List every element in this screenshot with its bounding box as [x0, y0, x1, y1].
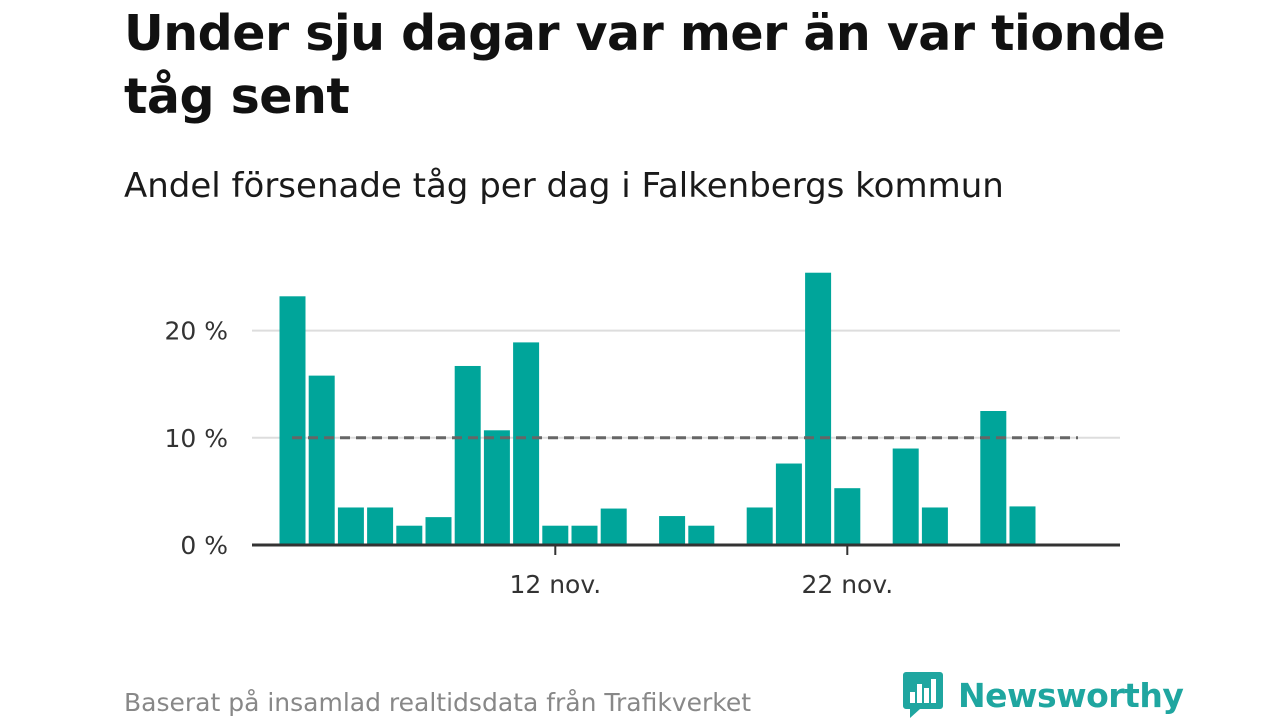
bar-2023-11-03 [279, 296, 306, 545]
newsworthy-logo-icon [903, 672, 943, 718]
bars [279, 272, 1036, 545]
bar-2023-11-07 [396, 525, 423, 545]
bar-2023-11-16 [659, 516, 686, 545]
x-tick-label-2023-11-22: 22 nov. [801, 570, 893, 599]
source-note: Baserat på insamlad realtidsdata från Tr… [124, 688, 752, 717]
bar-2023-11-05 [337, 507, 364, 545]
y-tick-label-10: 10 % [164, 424, 228, 453]
bar-2023-11-22 [834, 488, 861, 545]
bar-2023-11-28 [1009, 506, 1036, 545]
bar-2023-11-17 [688, 525, 715, 545]
bar-2023-11-06 [367, 507, 394, 545]
bar-2023-11-27 [980, 411, 1007, 545]
bar-2023-11-09 [454, 365, 481, 545]
brand-name: Newsworthy [958, 675, 1184, 715]
bar-2023-11-24 [892, 448, 919, 545]
bar-2023-11-12 [542, 525, 569, 545]
bar-chart: 0 % 10 % 20 % 12 nov. 22 nov. [164, 272, 1120, 599]
bar-2023-11-25 [921, 507, 948, 545]
bar-2023-11-08 [425, 517, 452, 545]
bar-2023-11-21 [805, 272, 832, 545]
x-tick-label-2023-11-12: 12 nov. [509, 570, 601, 599]
axes: 0 % 10 % 20 % 12 nov. 22 nov. [164, 317, 1120, 599]
y-tick-label-0: 0 % [180, 531, 228, 560]
bar-2023-11-20 [775, 463, 802, 545]
chart-title: Under sju dagar var mer än var tionde tå… [124, 5, 1166, 125]
bar-2023-11-14 [600, 508, 627, 545]
bar-2023-11-11 [513, 342, 540, 545]
brand-logo: Newsworthy [902, 670, 1184, 720]
y-tick-label-20: 20 % [164, 317, 228, 346]
chart-subtitle: Andel försenade tåg per dag i Falkenberg… [124, 166, 1004, 206]
bar-2023-11-13 [571, 525, 598, 545]
bar-2023-11-04 [308, 375, 335, 545]
bar-2023-11-19 [746, 507, 773, 545]
bar-2023-11-10 [483, 430, 510, 545]
